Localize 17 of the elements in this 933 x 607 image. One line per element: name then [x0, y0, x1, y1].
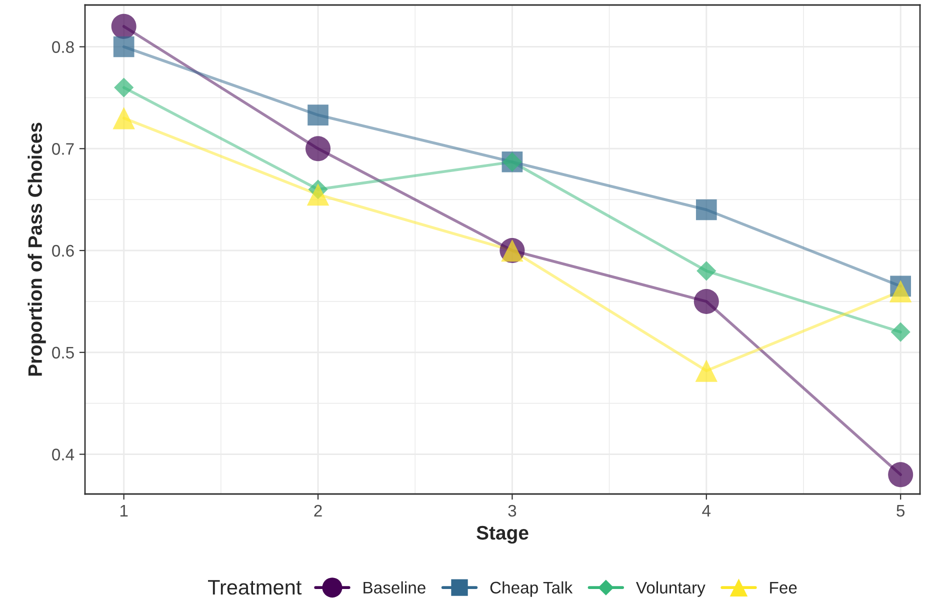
x-tick-label: 3: [508, 504, 516, 517]
y-tick-label: 0.5: [52, 346, 74, 359]
legend-label: Voluntary: [636, 581, 706, 597]
x-tick-label: 5: [896, 505, 905, 517]
y-tick-label: 0.4: [52, 448, 74, 460]
x-tick-label: 1: [120, 505, 128, 516]
x-tick-label: 2: [314, 504, 322, 516]
y-tick-label: 0.6: [52, 244, 74, 257]
x-tick-label: 4: [702, 505, 711, 516]
legend-label: Fee: [770, 582, 797, 594]
y-tick-label: 0.7: [52, 143, 74, 155]
y-tick-label: 0.8: [52, 41, 74, 53]
legend-title: Treatment: [208, 580, 302, 595]
y-axis-title: Proportion of Pass Choices: [28, 122, 46, 376]
legend-label: Baseline: [364, 581, 426, 594]
x-axis-title: Stage: [476, 526, 528, 544]
legend-label: Cheap Talk: [490, 581, 573, 597]
